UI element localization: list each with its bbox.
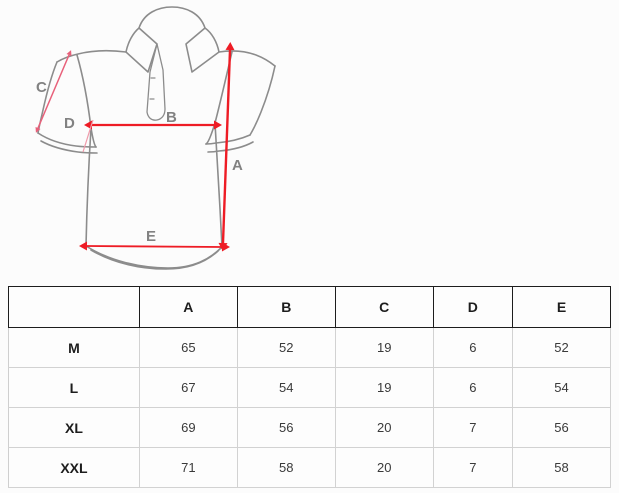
table-header-e: E bbox=[512, 286, 611, 328]
table-header-d: D bbox=[432, 286, 514, 328]
garment-diagram: A B C D E bbox=[35, 6, 276, 270]
left-side-seam-path bbox=[85, 127, 92, 247]
cell-c: 20 bbox=[334, 407, 434, 448]
measurement-label-a: A bbox=[232, 157, 243, 174]
size-label: XXL bbox=[8, 447, 140, 488]
cell-a: 71 bbox=[138, 447, 238, 488]
table-row: XL 69 56 20 7 56 bbox=[8, 407, 611, 448]
cell-e: 58 bbox=[512, 447, 611, 488]
cell-a: 69 bbox=[138, 407, 238, 448]
table-body: M 65 52 19 6 52 L 67 54 19 6 54 XL 69 56… bbox=[8, 327, 611, 488]
measurement-arrow-e bbox=[79, 241, 230, 252]
table-header-row: A B C D E bbox=[8, 286, 611, 328]
measurement-arrow-d bbox=[82, 119, 94, 153]
cell-b: 56 bbox=[236, 407, 336, 448]
cell-c: 19 bbox=[334, 367, 434, 408]
measurement-label-e: E bbox=[146, 228, 157, 245]
size-label: M bbox=[8, 327, 140, 368]
measurement-arrows-group bbox=[35, 42, 235, 252]
table-header-b: B bbox=[236, 286, 336, 328]
right-sleeve-outer-path bbox=[249, 65, 276, 136]
cell-d: 6 bbox=[432, 367, 514, 408]
size-label: XL bbox=[8, 407, 140, 448]
cell-e: 52 bbox=[512, 327, 611, 368]
cell-b: 52 bbox=[236, 327, 336, 368]
size-chart-table: A B C D E M 65 52 19 6 52 L 67 54 19 6 bbox=[8, 286, 611, 488]
neck-opening-path bbox=[138, 6, 206, 29]
table-header-c: C bbox=[334, 286, 434, 328]
right-shoulder-path bbox=[218, 50, 276, 67]
cell-d: 6 bbox=[432, 327, 514, 368]
cell-b: 54 bbox=[236, 367, 336, 408]
polo-shirt-illustration bbox=[35, 6, 276, 270]
shirt-outline-group bbox=[37, 6, 276, 270]
cell-a: 65 bbox=[138, 327, 238, 368]
table-row: L 67 54 19 6 54 bbox=[8, 367, 611, 408]
cell-e: 56 bbox=[512, 407, 611, 448]
collar-left-path bbox=[125, 27, 158, 73]
size-label: L bbox=[8, 367, 140, 408]
right-side-seam-path bbox=[214, 122, 223, 248]
hem-inner-path bbox=[90, 249, 219, 270]
measurement-label-d: D bbox=[64, 115, 75, 132]
placket-path bbox=[146, 43, 166, 121]
cell-c: 19 bbox=[334, 327, 434, 368]
left-armhole-path bbox=[76, 54, 97, 148]
table-header: A B C D E bbox=[8, 286, 611, 328]
cell-d: 7 bbox=[432, 447, 514, 488]
measurement-arrow-c bbox=[35, 50, 72, 133]
measurement-label-c: C bbox=[36, 79, 47, 96]
collar-right-path bbox=[185, 27, 220, 73]
table-row: XXL 71 58 20 7 58 bbox=[8, 447, 611, 488]
cell-d: 7 bbox=[432, 407, 514, 448]
left-sleeve-cuff-inner-path bbox=[40, 140, 98, 154]
left-sleeve-cuff-path bbox=[37, 132, 97, 148]
cell-b: 58 bbox=[236, 447, 336, 488]
measurement-label-b: B bbox=[166, 109, 177, 126]
cell-e: 54 bbox=[512, 367, 611, 408]
table-header-corner bbox=[8, 286, 140, 328]
table-header-a: A bbox=[138, 286, 238, 328]
cell-c: 20 bbox=[334, 447, 434, 488]
table-row: M 65 52 19 6 52 bbox=[8, 327, 611, 368]
measurement-arrow-a bbox=[218, 42, 235, 251]
cell-a: 67 bbox=[138, 367, 238, 408]
